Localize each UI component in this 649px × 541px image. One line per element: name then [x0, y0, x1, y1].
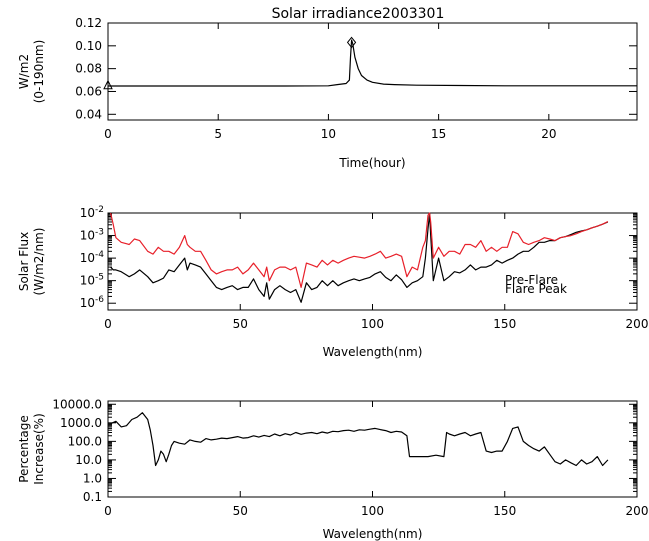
x-tick-label: 50: [233, 317, 248, 331]
y-tick-label: 0.1: [83, 490, 102, 504]
flare-peak-line: [110, 212, 609, 288]
legend-entry: Pre-Flare: [505, 273, 558, 287]
x-axis-label: Wavelength(nm): [323, 345, 423, 359]
legend-entry: Flare Peak: [505, 282, 567, 296]
plot-frame: [107, 22, 638, 121]
x-tick-label: 0: [104, 127, 112, 141]
x-tick-label: 200: [626, 504, 649, 518]
y-tick-label: 10-2: [80, 205, 104, 220]
y-tick-label: 10000.0: [52, 397, 102, 411]
chart-title: Solar irradiance2003301: [272, 6, 445, 22]
y-tick-label: 10-4: [80, 250, 105, 265]
series-line-0: [110, 412, 609, 467]
triangle-marker: [103, 79, 113, 90]
diamond-marker: [346, 36, 357, 49]
pre-flare-line: [110, 212, 609, 303]
x-tick-label: 0: [104, 504, 112, 518]
y-tick-label: 0.10: [75, 39, 102, 53]
y-tick-label: 10.0: [75, 453, 102, 467]
percentage-increase-panel: 0 50 100 150 200 0.1 1.0 10.0 100.0 1000.0 10000.0…: [17, 397, 648, 541]
y-axis-label: PercentageIncrease(%): [17, 413, 46, 485]
x-tick-label: 15: [431, 127, 446, 141]
y-tick-label: 0.06: [75, 84, 102, 98]
x-tick-label: 100: [361, 504, 384, 518]
y-tick-label: 1000.0: [60, 416, 102, 430]
y-tick-label: 0.12: [75, 16, 102, 30]
y-tick-label: 0.08: [75, 62, 102, 76]
series-line-0: [108, 39, 637, 87]
x-axis-label: Time(hour): [338, 156, 405, 170]
y-tick-label: 10-6: [80, 295, 105, 310]
y-axis-label: Solar Flux(W/m2/nm): [17, 228, 46, 296]
y-tick-label: 10-3: [80, 228, 104, 243]
plot-frame: [107, 400, 638, 498]
y-tick-label: 100.0: [68, 434, 102, 448]
x-tick-label: 10: [321, 127, 336, 141]
x-tick-label: 100: [361, 317, 384, 331]
x-tick-label: 200: [626, 317, 649, 331]
y-tick-label: 1.0: [83, 471, 102, 485]
x-tick-label: 50: [233, 504, 248, 518]
irradiance-time-panel: 0 5 10 15 20 0.04 0.06 0.08 0.10 0.12 Time(hour) W/…: [17, 16, 638, 170]
y-axis-label: W/m2(0-190nm): [17, 40, 46, 104]
x-tick-label: 150: [493, 317, 516, 331]
y-tick-label: 0.04: [75, 107, 102, 121]
solar-flux-spectrum-panel: 0 50 100 150 200 10-6 10-5 10-4 10-3 10-2 Waveleng…: [17, 205, 648, 359]
x-tick-label: 0: [104, 317, 112, 331]
x-tick-label: 20: [541, 127, 556, 141]
x-tick-label: 150: [493, 504, 516, 518]
x-axis-label: Wavelength(nm): [323, 527, 423, 541]
x-tick-label: 5: [214, 127, 222, 141]
y-tick-label: 10-5: [80, 273, 104, 288]
